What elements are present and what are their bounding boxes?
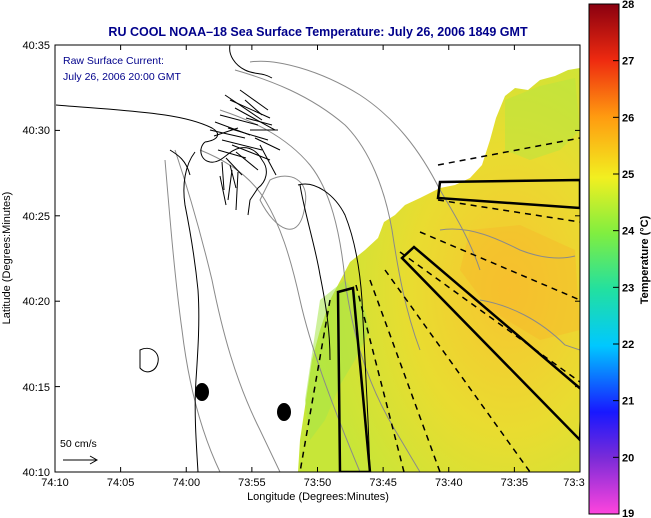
x-tick-label: 73:3 (563, 477, 584, 489)
colorbar-tick-label: 20 (622, 452, 634, 464)
surface-current-vectors (209, 89, 281, 211)
current-label-line-1: Raw Surface Current: (63, 55, 164, 67)
colorbar-tick-label: 26 (622, 112, 634, 124)
colorbar-label: Temperature (°C) (639, 215, 651, 304)
colorbar-tick-label: 24 (622, 226, 635, 238)
x-tick-label: 73:40 (435, 477, 463, 489)
sst-cool-patch-2 (505, 78, 580, 160)
map-plot-area (55, 45, 580, 472)
colorbar: 28 27 26 25 24 23 22 21 20 19 Temperatur… (588, 0, 651, 518)
sst-field (298, 68, 580, 472)
x-tick-label: 74:00 (173, 477, 201, 489)
coastline (55, 45, 371, 472)
sst-cool-patch (305, 280, 370, 440)
y-tick-label: 40:10 (22, 467, 50, 479)
y-tick-label: 40:25 (22, 211, 50, 223)
y-tick-label: 40:30 (22, 125, 50, 137)
colorbar-gradient (588, 3, 620, 515)
y-tick-label: 40:15 (22, 382, 50, 394)
x-tick-label: 74:10 (41, 477, 69, 489)
x-tick-label: 73:55 (238, 477, 266, 489)
survey-lines (299, 137, 580, 472)
colorbar-tick-labels: 28 27 26 25 24 23 22 21 20 19 (622, 0, 635, 518)
colorbar-tick-label: 28 (622, 0, 634, 11)
colorbar-tick-label: 25 (622, 169, 634, 181)
scale-arrow (63, 455, 99, 465)
y-tick-labels: 40:35 40:30 40:25 40:20 40:15 40:10 (22, 40, 50, 479)
scale-label: 50 cm/s (60, 438, 97, 450)
y-axis-label: Latitude (Degrees:Minutes) (1, 192, 13, 325)
colorbar-tick-label: 27 (622, 56, 634, 68)
x-axis-label: Longitude (Degrees:Minutes) (247, 491, 389, 503)
colorbar-tick-label: 21 (622, 396, 634, 408)
y-tick-label: 40:20 (22, 296, 50, 308)
map-title: RU COOL NOAA–18 Sea Surface Temperature:… (108, 25, 528, 39)
x-tick-label: 73:35 (501, 477, 529, 489)
mooring-marker-1 (195, 383, 209, 401)
x-tick-labels: 74:10 74:05 74:00 73:55 73:50 73:45 73:4… (41, 477, 584, 489)
x-tick-label: 73:45 (369, 477, 397, 489)
x-tick-label: 74:05 (107, 477, 135, 489)
y-tick-label: 40:35 (22, 40, 50, 52)
mooring-marker-2 (277, 403, 291, 421)
sst-warm-patch (460, 225, 580, 340)
transect-boxes (336, 178, 580, 472)
colorbar-tick-marks (613, 3, 619, 515)
colorbar-tick-label: 22 (622, 339, 634, 351)
bathymetry-contours (164, 60, 580, 472)
colorbar-tick-label: 23 (622, 282, 634, 294)
current-label-line-2: July 26, 2006 20:00 GMT (63, 71, 181, 83)
axis-tick-marks (54, 44, 581, 473)
colorbar-tick-label: 19 (622, 508, 634, 518)
x-tick-label: 73:50 (304, 477, 332, 489)
